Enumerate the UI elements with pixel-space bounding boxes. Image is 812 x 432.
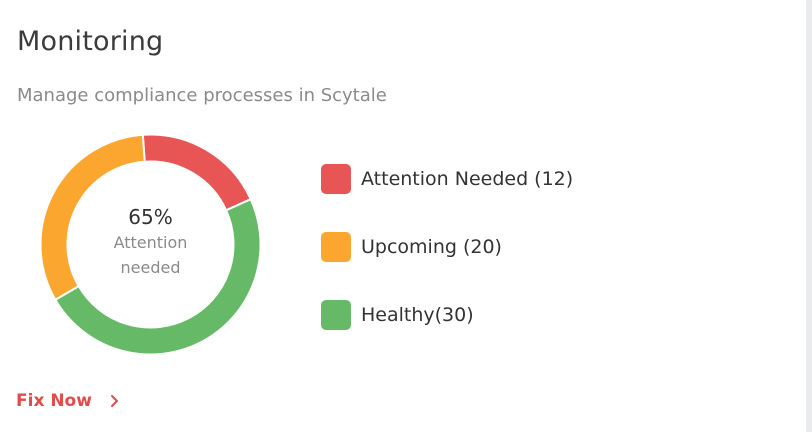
donut-chart-svg <box>40 134 261 355</box>
legend-swatch-healthy <box>321 299 351 330</box>
legend-item-healthy[interactable]: Healthy(30) <box>321 298 573 331</box>
donut-center-caption: Attention needed <box>96 230 206 280</box>
legend-swatch-attention-needed <box>321 163 351 194</box>
chevron-right-icon <box>110 395 118 407</box>
legend-item-upcoming[interactable]: Upcoming (20) <box>321 230 573 263</box>
donut-chart: 65% Attention needed <box>40 134 261 355</box>
legend-item-attention-needed[interactable]: Attention Needed (12) <box>321 162 573 195</box>
donut-center-value: 65% <box>128 204 173 229</box>
legend-swatch-upcoming <box>321 231 351 262</box>
fix-now-label: Fix Now <box>16 391 92 411</box>
donut-segment-upcoming[interactable] <box>40 134 146 302</box>
card-edge-divider <box>806 0 812 432</box>
card-subtitle: Manage compliance processes in Scytale <box>17 85 387 106</box>
chart-legend: Attention Needed (12) Upcoming (20) Heal… <box>321 162 573 366</box>
legend-label-attention-needed: Attention Needed (12) <box>361 167 574 190</box>
donut-caption-line-1: Attention <box>113 232 188 252</box>
card-title: Monitoring <box>17 26 164 57</box>
legend-label-healthy: Healthy(30) <box>361 303 474 326</box>
fix-now-link[interactable]: Fix Now <box>16 391 120 411</box>
legend-label-upcoming: Upcoming (20) <box>361 235 502 258</box>
donut-center: 65% Attention needed <box>40 134 261 355</box>
donut-caption-line-2: needed <box>120 257 181 277</box>
donut-segment-healthy[interactable] <box>54 197 261 355</box>
